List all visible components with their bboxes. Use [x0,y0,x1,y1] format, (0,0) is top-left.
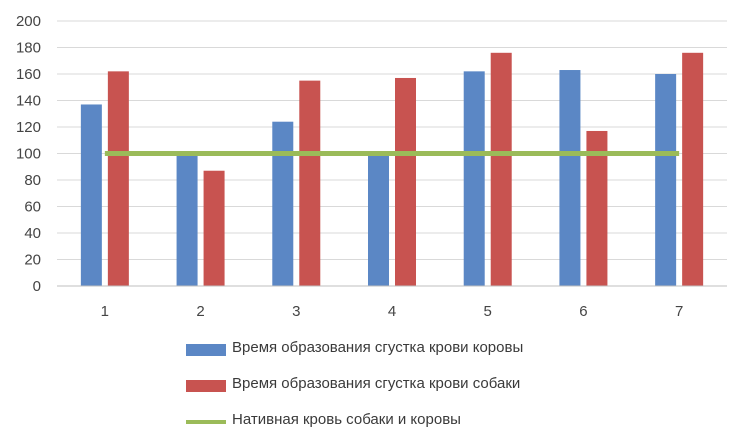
legend-swatch-dog [186,380,226,392]
legend-label-native: Нативная кровь собаки и коровы [232,411,461,428]
bar-series-1-cat-3 [272,121,294,286]
bar-series-2-cat-7 [682,52,704,286]
legend-label-dog: Время образования сгустка крови собаки [232,375,521,392]
x-tick-label: 2 [196,303,204,320]
x-axis-tick-labels: 1 2 3 4 5 6 7 [101,303,684,320]
bar-series-1-cat-4 [368,153,389,286]
bar-series-2-cat-5 [490,52,512,286]
bars [80,52,704,287]
legend-swatch-native [186,420,226,424]
y-tick-label: 80 [24,172,41,189]
x-tick-label: 7 [675,303,683,320]
y-tick-label: 120 [16,119,41,136]
y-tick-label: 20 [24,252,41,269]
bar-series-1-cat-2 [176,153,198,286]
bar-series-1-cat-6 [559,70,581,287]
y-tick-label: 40 [24,225,41,242]
legend-swatch-cow [186,344,226,356]
y-tick-label: 100 [16,146,41,163]
x-tick-label: 6 [579,303,587,320]
x-tick-label: 1 [101,303,109,320]
y-tick-label: 60 [24,199,41,216]
y-tick-label: 200 [16,13,41,30]
y-axis-tick-labels: 0 20 40 60 80 100 120 140 160 180 200 [16,13,41,295]
bar-series-2-cat-1 [107,71,129,286]
bar-series-2-cat-3 [299,80,321,286]
bar-series-2-cat-4 [395,77,416,286]
x-tick-label: 3 [292,303,300,320]
bar-series-2-cat-6 [586,130,608,286]
gridlines [57,20,727,260]
y-tick-label: 0 [33,278,41,295]
y-tick-label: 140 [16,93,41,110]
bar-series-1-cat-7 [655,74,677,286]
bar-series-1-cat-1 [80,104,102,286]
y-tick-label: 180 [16,40,41,57]
bar-series-1-cat-5 [463,71,485,286]
legend-label-cow: Время образования сгустка крови коровы [232,339,524,356]
x-tick-label: 5 [484,303,492,320]
y-tick-label: 160 [16,66,41,83]
bar-series-2-cat-2 [203,170,225,286]
x-tick-label: 4 [388,303,396,320]
